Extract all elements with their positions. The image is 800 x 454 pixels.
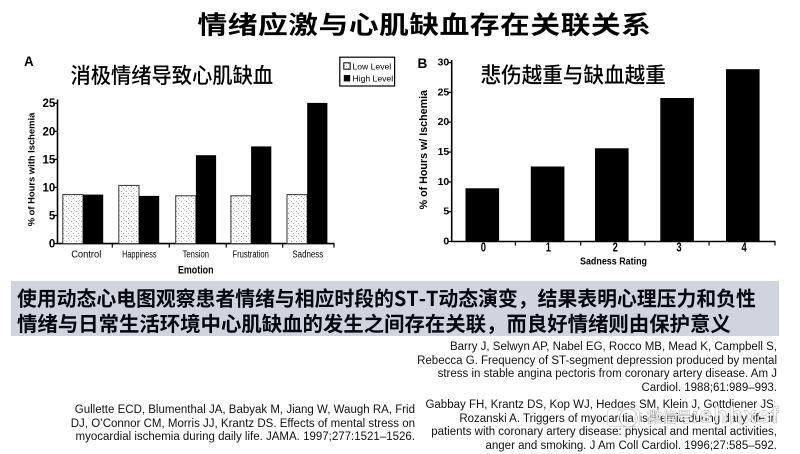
svg-text:A: A: [24, 54, 34, 69]
svg-text:Sadness: Sadness: [292, 250, 323, 261]
svg-text:Frustration: Frustration: [233, 250, 269, 261]
svg-text:20: 20: [43, 126, 56, 138]
svg-text:Sadness Rating: Sadness Rating: [580, 256, 647, 268]
svg-text:% of Hours with Ischemia: % of Hours with Ischemia: [26, 112, 37, 226]
svg-text:3: 3: [676, 241, 681, 255]
svg-text:0: 0: [443, 237, 449, 248]
svg-text:10: 10: [43, 182, 56, 194]
svg-text:25: 25: [438, 87, 450, 98]
svg-text:10: 10: [438, 177, 450, 188]
svg-text:1: 1: [546, 241, 551, 255]
svg-text:Emotion: Emotion: [178, 265, 214, 277]
svg-text:0: 0: [481, 241, 486, 255]
svg-text:High Level: High Level: [353, 74, 394, 84]
svg-text:25: 25: [43, 98, 56, 110]
svg-text:Tension: Tension: [183, 250, 209, 261]
svg-text:15: 15: [43, 154, 56, 166]
svg-text::shhxsf: :shhxsf: [691, 402, 780, 428]
svg-text:5: 5: [443, 207, 449, 218]
svg-text:Happiness: Happiness: [122, 250, 156, 261]
svg-text:Control: Control: [71, 250, 101, 261]
svg-text:0: 0: [49, 239, 55, 251]
svg-text:Low Level: Low Level: [353, 61, 392, 71]
svg-text:4: 4: [741, 241, 747, 255]
svg-text:B: B: [418, 56, 428, 71]
svg-text:20: 20: [438, 117, 450, 128]
svg-text:2: 2: [613, 241, 618, 255]
svg-text:15: 15: [438, 147, 450, 158]
svg-text:5: 5: [49, 211, 56, 223]
svg-text:30: 30: [438, 58, 450, 69]
svg-text:% of Hours w/ Ischemia: % of Hours w/ Ischemia: [418, 89, 430, 209]
